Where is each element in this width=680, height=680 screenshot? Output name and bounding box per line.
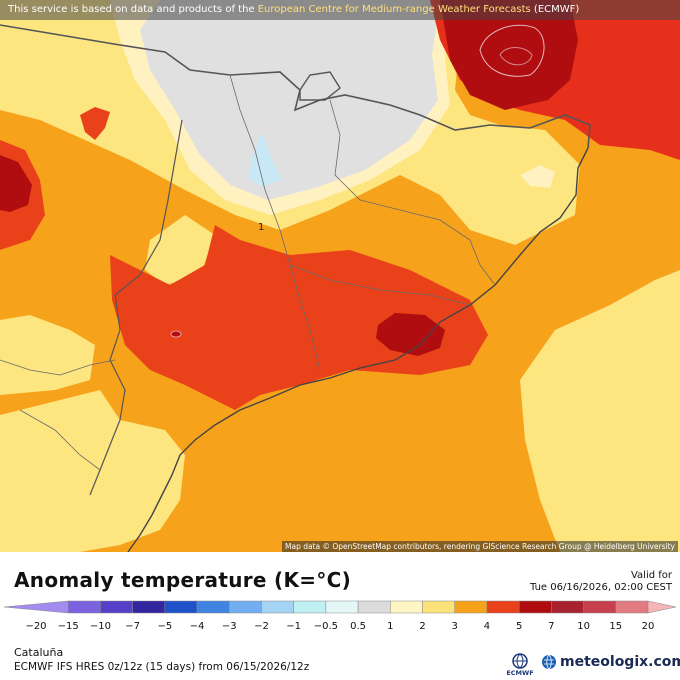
border-andorra: [299, 71, 341, 101]
meteologix-brand[interactable]: meteologix.com: [541, 652, 680, 672]
legend-tick-label: 10: [577, 621, 590, 632]
legend-swatch-8: [293, 600, 327, 614]
model-info: ECMWF IFS HRES 0z/12z (15 days) from 06/…: [14, 661, 310, 673]
border-province-1: [229, 74, 321, 371]
legend-tick-label: −7: [125, 621, 140, 632]
legend-tick-label: −2: [254, 621, 269, 632]
border-province-3: [289, 264, 471, 306]
border-province-2: [329, 99, 496, 286]
legend-swatch-18: [615, 600, 649, 614]
page-title: Anomaly temperature (K=°C): [14, 568, 352, 592]
legend-swatch-1: [67, 600, 101, 614]
legend-tick-label: 3: [452, 621, 458, 632]
region-name: Cataluña: [14, 646, 64, 659]
legend-swatch-12: [422, 600, 455, 614]
ecmwf-globe-icon: [512, 653, 528, 669]
legend-swatch-3: [132, 600, 166, 614]
legend-tick-label: −0.5: [314, 621, 338, 632]
field-yellow-southwest: [0, 390, 185, 552]
ecmwf-label: ECMWF: [506, 669, 534, 677]
border-region-west: [89, 119, 183, 496]
map-attribution[interactable]: Map data © OpenStreetMap contributors, r…: [282, 541, 678, 552]
field-yellow-pocket: [145, 215, 215, 285]
field-darkred-west: [0, 155, 32, 212]
legend-swatch-15: [518, 600, 552, 614]
legend-tick-label: 1: [387, 621, 393, 632]
legend-tick-label: −4: [190, 621, 205, 632]
legend-tick-label: 5: [516, 621, 522, 632]
ecmwf-logo: ECMWF: [503, 652, 537, 678]
legend-tick-label: −1: [286, 621, 301, 632]
legend-swatch-13: [454, 600, 488, 614]
legend-tick-label: 15: [609, 621, 622, 632]
legend-tick-label: 2: [419, 621, 425, 632]
legend-swatch-0: [3, 600, 69, 614]
legend-swatch-10: [357, 600, 391, 614]
temperature-anomaly-map[interactable]: 1: [0, 0, 680, 552]
legend-swatch-9: [325, 600, 359, 614]
contour-northeast: [479, 24, 545, 77]
field-pale-blue: [248, 132, 282, 186]
contour-label: 1: [258, 222, 264, 233]
legend-tick-label: 4: [484, 621, 490, 632]
legend-swatch-19: [647, 600, 677, 614]
legend-swatch-6: [229, 600, 262, 614]
field-darkred-center: [376, 313, 445, 356]
legend-tick-label: 0.5: [350, 621, 366, 632]
legend-swatch-4: [164, 600, 198, 614]
legend-swatch-16: [551, 600, 584, 614]
field-red-small: [80, 107, 110, 140]
field-yellow-west: [0, 315, 95, 395]
legend-swatch-7: [261, 600, 294, 614]
field-pale-patch: [520, 165, 555, 188]
valid-for-label: Valid for: [630, 570, 672, 581]
field-grey: [140, 0, 440, 200]
banner-text: This service is based on data and produc…: [8, 4, 258, 15]
banner-ecmwf-link[interactable]: European Centre for Medium-range Weather…: [257, 4, 531, 15]
meteologix-globe-icon: [542, 654, 556, 670]
banner-text-suffix: (ECMWF): [530, 4, 580, 15]
valid-date: Tue 06/16/2026, 02:00 CEST: [529, 582, 672, 593]
field-darkred-northeast: [440, 0, 578, 110]
legend-tick-label: −5: [157, 621, 172, 632]
coastline: [127, 147, 589, 552]
legend-swatch-17: [583, 600, 617, 614]
legend-tick-label: 7: [548, 621, 554, 632]
field-yellow-east: [520, 270, 680, 552]
legend-swatch-11: [390, 600, 423, 614]
legend-tick-label: 20: [642, 621, 655, 632]
legend-swatch-2: [100, 600, 133, 614]
legend-tick-label: −10: [90, 621, 111, 632]
legend-tick-label: −3: [222, 621, 237, 632]
border-west-outer: [0, 359, 116, 471]
legend-swatch-14: [486, 600, 520, 614]
contour-northeast-inner: [499, 47, 533, 66]
field-red-center: [110, 225, 488, 410]
legend-tick-label: −20: [25, 621, 46, 632]
brand-name: meteologix.com: [560, 654, 680, 670]
data-source-banner: This service is based on data and produc…: [0, 0, 680, 20]
contour-small: [170, 330, 182, 338]
legend-swatch-5: [196, 600, 230, 614]
color-legend: −20 −15 −10 −7 −5 −4 −3 −2 −1 −0.5 0.5 1 2 3 4 5 7 10 15 20: [3, 600, 677, 632]
legend-tick-label: −15: [58, 621, 79, 632]
